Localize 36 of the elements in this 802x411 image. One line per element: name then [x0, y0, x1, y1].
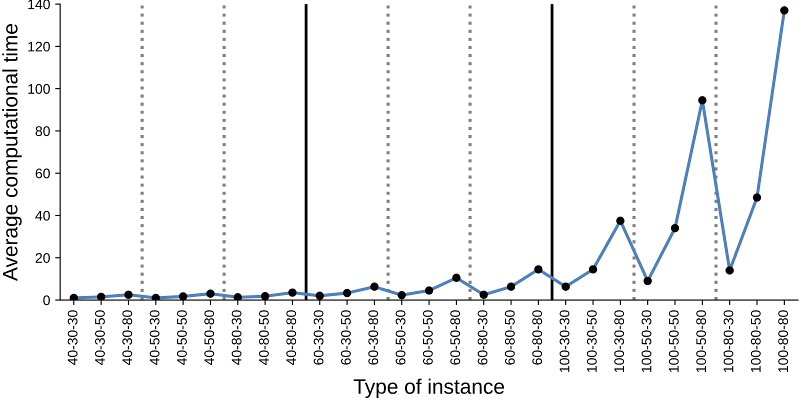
x-tick-label: 60-50-30 — [396, 310, 406, 365]
x-tick-label: 40-80-80 — [286, 310, 296, 366]
x-tick-label: 60-30-30 — [314, 310, 324, 365]
x-tick-label: 60-80-80 — [532, 310, 542, 365]
y-tick-label: 20 — [36, 253, 50, 263]
x-tick-label: 100-80-30 — [724, 310, 734, 372]
x-tick-label: 40-50-30 — [150, 310, 160, 366]
x-tick-label: 40-30-80 — [122, 310, 132, 366]
x-tick-label: 60-30-80 — [368, 310, 378, 365]
x-tick-label: 40-30-50 — [95, 310, 105, 366]
y-tick-label: 100 — [28, 84, 50, 94]
y-tick-label: 60 — [36, 168, 50, 178]
x-tick-label: 100-50-80 — [696, 310, 706, 372]
x-tick-label: 100-30-80 — [614, 310, 624, 372]
x-tick-label: 100-50-50 — [668, 310, 679, 372]
x-tick-label: 100-80-50 — [750, 310, 761, 372]
x-tick-label: 100-80-80 — [778, 310, 788, 372]
x-tick-label: 40-30-30 — [68, 310, 78, 366]
x-axis-title: Type of instance — [354, 378, 504, 398]
y-axis-title: Average computational time — [2, 24, 22, 281]
x-tick-label: 60-30-50 — [340, 310, 351, 365]
y-tick-label: 120 — [28, 42, 50, 52]
x-tick-label: 60-80-50 — [504, 310, 515, 365]
x-tick-label: 60-50-80 — [450, 310, 460, 365]
x-tick-label: 40-80-50 — [259, 310, 269, 366]
x-tick-label: 40-50-50 — [177, 310, 187, 366]
x-tick-label: 60-50-50 — [422, 310, 433, 365]
y-tick-label: 0 — [43, 295, 50, 306]
x-tick-label: 40-80-30 — [232, 310, 242, 366]
x-tick-label: 60-80-30 — [478, 310, 488, 365]
x-tick-label: 100-30-50 — [586, 310, 597, 372]
x-tick-label: 100-50-30 — [642, 310, 652, 372]
y-tick-label: 80 — [36, 126, 50, 136]
x-tick-label: 40-50-80 — [204, 310, 214, 366]
y-tick-label: 40 — [35, 210, 50, 221]
x-tick-label: 100-30-30 — [560, 310, 570, 372]
